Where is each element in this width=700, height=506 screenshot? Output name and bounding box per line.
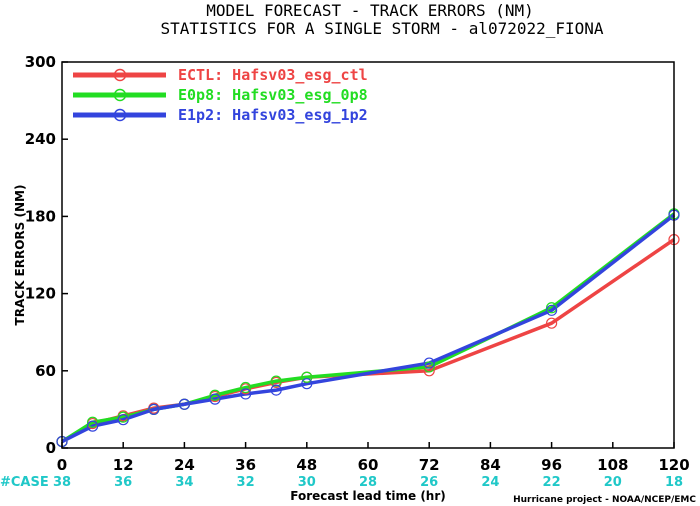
case-count: 36: [114, 475, 132, 490]
x-tick-label: 96: [541, 456, 562, 474]
data-point: [301, 378, 313, 390]
x-tick-label: 12: [113, 456, 134, 474]
x-tick-label: 108: [597, 456, 628, 474]
data-point: [117, 411, 129, 423]
legend-marker: [113, 88, 127, 102]
chart-title: MODEL FORECAST - TRACK ERRORS (NM): [206, 1, 534, 20]
x-tick-label: 0: [57, 456, 67, 474]
y-axis-ticks: 0 60 120 180 240 300: [25, 53, 68, 457]
data-point: [270, 375, 282, 387]
case-count: 28: [359, 475, 377, 490]
legend: ECTL: Hafsv03_esg_ctl E0p8: Hafsv03_esg_0…: [73, 66, 368, 124]
y-tick-label: 60: [35, 362, 56, 380]
case-counts: 38 36 34 32 30 28 26 24 22 20 18: [53, 475, 683, 490]
data-point: [86, 420, 99, 432]
case-count: 26: [420, 475, 438, 490]
credit-text: Hurricane project - NOAA/NCEP/EMC: [513, 495, 696, 505]
data-point: [545, 304, 558, 316]
plot-frame: [61, 61, 675, 449]
legend-label: ECTL: Hafsv03_esg_ctl: [178, 66, 368, 84]
data-point: [270, 384, 282, 396]
x-tick-label: 72: [419, 456, 440, 474]
case-count: 38: [53, 475, 71, 490]
x-tick-label: 36: [235, 456, 256, 474]
data-point: [423, 361, 435, 373]
data-point: [209, 393, 221, 405]
x-axis-label: Forecast lead time (hr): [290, 489, 446, 503]
y-tick-label: 0: [46, 439, 56, 457]
y-tick-label: 240: [25, 130, 56, 148]
data-point: [545, 317, 558, 329]
case-count: 20: [604, 475, 622, 490]
case-count-label: #CASE: [0, 475, 49, 490]
chart-subtitle: STATISTICS FOR A SINGLE STORM - al072022…: [160, 19, 603, 38]
x-tick-label: 84: [480, 456, 501, 474]
data-point: [178, 398, 190, 410]
legend-label: E1p2: Hafsv03_esg_1p2: [178, 106, 368, 124]
data-point: [86, 416, 99, 428]
series-line-0: [61, 238, 675, 444]
case-count: 30: [298, 475, 316, 490]
case-count: 32: [237, 475, 255, 490]
y-tick-label: 300: [25, 53, 56, 71]
legend-marker: [113, 68, 127, 82]
data-point: [301, 371, 313, 383]
x-axis-ticks: 0 12 24 36 48 60 72 84 96 108 120: [57, 442, 690, 474]
x-tick-label: 120: [658, 456, 689, 474]
legend-marker: [113, 108, 127, 122]
y-axis-label: TRACK ERRORS (NM): [13, 185, 27, 326]
y-tick-label: 120: [25, 285, 56, 303]
case-count: 18: [665, 475, 683, 490]
x-tick-label: 24: [174, 456, 195, 474]
data-point: [240, 388, 252, 400]
data-point: [423, 357, 435, 369]
data-point: [423, 365, 435, 377]
case-count: 22: [543, 475, 561, 490]
series-markers: [56, 208, 680, 448]
x-tick-label: 48: [296, 456, 317, 474]
data-point: [545, 302, 558, 314]
data-point: [240, 381, 252, 394]
data-point: [117, 414, 129, 426]
y-tick-label: 180: [25, 207, 56, 225]
data-point: [209, 389, 221, 401]
data-point: [148, 403, 160, 415]
case-count: 24: [481, 475, 499, 490]
legend-label: E0p8: Hafsv03_esg_0p8: [178, 86, 368, 104]
case-count: 34: [175, 475, 193, 490]
series-lines: [61, 212, 676, 444]
x-tick-label: 60: [358, 456, 379, 474]
